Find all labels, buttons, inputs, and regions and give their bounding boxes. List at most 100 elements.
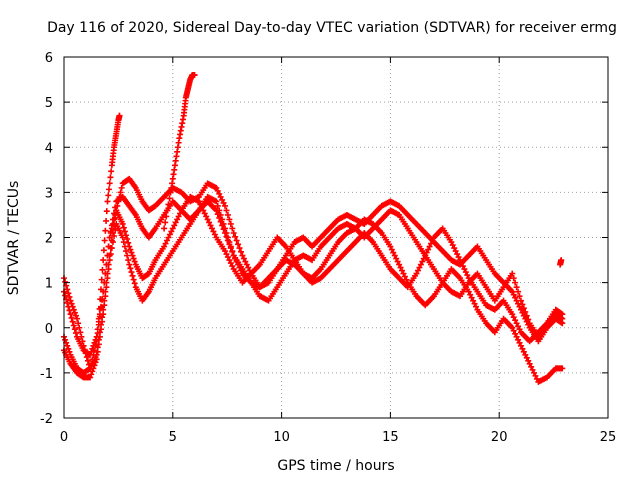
data-point [105, 266, 112, 273]
data-point [131, 280, 138, 287]
data-point [512, 279, 519, 286]
data-point [401, 273, 408, 280]
data-point [108, 245, 115, 252]
data-point [510, 314, 517, 321]
data-point [513, 284, 520, 291]
data-point [223, 251, 230, 258]
data-point [102, 293, 109, 300]
data-point [510, 327, 517, 334]
chart-title: Day 116 of 2020, Sidereal Day-to-day VTE… [47, 20, 617, 36]
data-point [161, 225, 168, 232]
data-point [208, 225, 215, 232]
data-point [465, 288, 472, 295]
data-point [235, 261, 242, 268]
data-point [107, 251, 114, 258]
data-point [230, 252, 237, 259]
data-point [100, 257, 107, 264]
data-point [100, 247, 107, 254]
data-point [510, 291, 517, 298]
data-point [127, 246, 134, 253]
x-axis-label: GPS time / hours [277, 458, 394, 474]
data-point [237, 267, 244, 274]
data-point [97, 296, 104, 303]
data-point [223, 207, 230, 214]
data-point [516, 339, 523, 346]
series-spike-early [95, 112, 123, 322]
data-point [130, 276, 137, 283]
data-point [400, 270, 407, 277]
data-point [522, 351, 529, 358]
data-point [220, 199, 227, 206]
data-point [67, 297, 74, 304]
data-point [166, 231, 173, 238]
y-tick-label: 0 [45, 322, 53, 337]
data-point [70, 306, 77, 313]
data-point [519, 345, 526, 352]
x-tick-label: 20 [491, 430, 508, 445]
data-point [387, 243, 394, 250]
x-tick-label: 10 [273, 430, 290, 445]
data-point [67, 311, 74, 318]
data-point [512, 317, 519, 324]
data-point [243, 261, 250, 268]
data-point [419, 258, 426, 265]
data-point [520, 312, 527, 319]
y-tick-label: 4 [45, 141, 53, 156]
series-spike-late [557, 257, 565, 268]
data-point [531, 369, 538, 376]
data-point [79, 338, 86, 345]
data-point [201, 210, 208, 217]
data-point [70, 322, 77, 329]
x-tick-label: 15 [382, 430, 399, 445]
data-point [227, 220, 234, 227]
data-point [65, 345, 72, 352]
data-point [174, 216, 181, 223]
data-point [162, 219, 169, 226]
data-point [168, 228, 175, 235]
data-point [88, 348, 95, 355]
series-track-d [61, 198, 566, 385]
data-point [416, 264, 423, 271]
data-point [93, 356, 100, 363]
data-point [62, 292, 69, 299]
data-point [206, 219, 213, 226]
data-point [388, 246, 395, 253]
data-point [516, 293, 523, 300]
data-point [216, 214, 223, 221]
data-point [65, 290, 72, 297]
data-point [219, 196, 226, 203]
data-point [71, 326, 78, 333]
data-point [214, 202, 221, 209]
data-point [77, 329, 84, 336]
data-point [226, 216, 233, 223]
data-point [64, 342, 71, 349]
data-point [99, 266, 106, 273]
data-point [461, 266, 468, 273]
data-point [219, 222, 226, 229]
data-point [128, 269, 135, 276]
data-point [107, 174, 114, 181]
data-point [131, 258, 138, 265]
data-point [91, 362, 98, 369]
data-point [101, 302, 108, 309]
data-point [121, 228, 128, 235]
data-point [161, 243, 168, 250]
data-point [130, 255, 137, 262]
data-point [420, 255, 427, 262]
data-point [94, 348, 101, 355]
data-point [129, 252, 136, 259]
data-point [515, 323, 522, 330]
data-point [449, 242, 456, 249]
data-point [520, 348, 527, 355]
data-point [62, 336, 69, 343]
x-tick-labels: 0 5 10 15 20 25 [60, 430, 616, 445]
y-tick-label: 1 [45, 277, 53, 292]
data-point [125, 257, 132, 264]
data-point [203, 213, 210, 220]
data-point [80, 342, 87, 349]
data-point [99, 318, 106, 325]
y-tick-label: 3 [45, 186, 53, 201]
data-point [224, 211, 231, 218]
data-point [120, 224, 127, 231]
